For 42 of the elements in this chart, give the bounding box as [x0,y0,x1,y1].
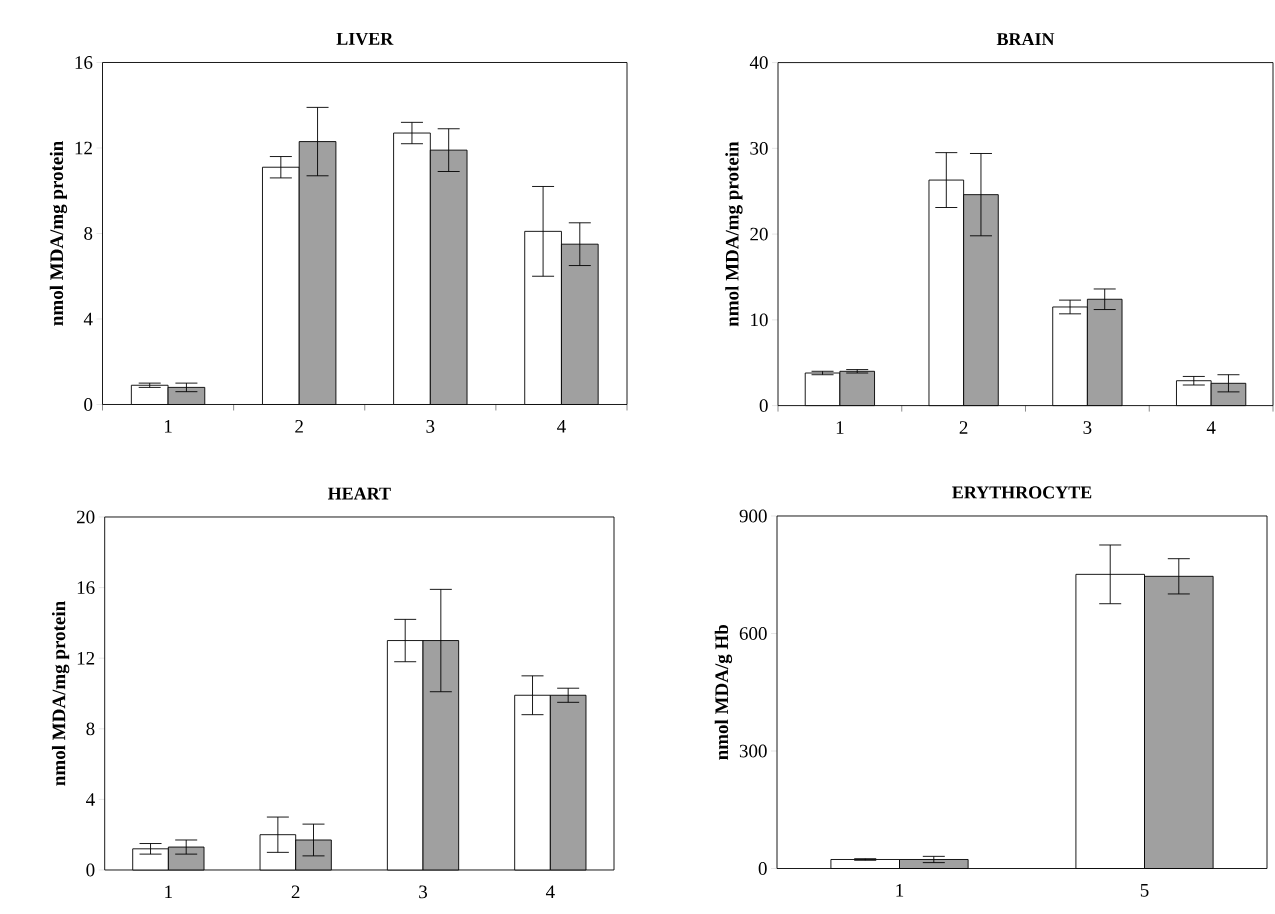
y-tick-label: 20 [77,510,95,524]
chart-title: LIVER [336,32,394,45]
y-tick-label: 600 [739,627,767,640]
chart-title: HEART [327,487,391,500]
y-tick-label: 16 [77,581,95,594]
y-axis-title: nmol MDA/mg protein [49,141,68,326]
y-tick-label: 16 [75,56,93,69]
x-tick-label: 3 [426,420,435,433]
x-tick-label: 1 [165,885,172,899]
x-tick-label: 3 [1083,421,1092,434]
y-tick-label: 8 [84,227,93,240]
y-tick-label: 0 [84,398,93,411]
x-tick-label: 1 [896,884,904,897]
x-tick-label: 2 [959,421,968,434]
x-tick-label: 4 [557,420,566,433]
x-tick-label: 1 [836,421,844,434]
x-tick-label: 2 [291,885,300,899]
y-tick-label: 0 [758,862,767,875]
chart-title: BRAIN [996,33,1055,46]
y-tick-label: 900 [739,509,767,523]
y-tick-label: 10 [751,313,768,327]
y-tick-label: 12 [75,141,92,155]
x-tick-label: 4 [1206,421,1216,434]
x-tick-label: 4 [545,885,555,899]
y-tick-label: 300 [739,744,767,758]
x-tick-label: 5 [1140,884,1149,897]
x-tick-label: 3 [419,885,428,899]
y-axis-title: nmol MDA/mg protein [725,141,743,327]
y-tick-label: 4 [86,793,95,806]
y-tick-label: 0 [759,399,768,413]
y-axis-title: nmol MDA/mg protein [51,601,70,786]
chart-title: ERYTHROCYTE [952,486,1092,499]
y-tick-label: 12 [77,651,95,665]
x-tick-label: 1 [164,420,172,433]
y-tick-label: 4 [83,312,93,326]
y-tick-label: 20 [750,227,768,241]
y-tick-label: 40 [749,56,768,70]
y-axis-title: nmol MDA/g Hb [714,624,733,760]
x-tick-label: 2 [295,420,303,433]
y-tick-label: 30 [750,141,768,155]
y-tick-label: 8 [86,722,95,736]
y-tick-label: 0 [86,863,95,877]
